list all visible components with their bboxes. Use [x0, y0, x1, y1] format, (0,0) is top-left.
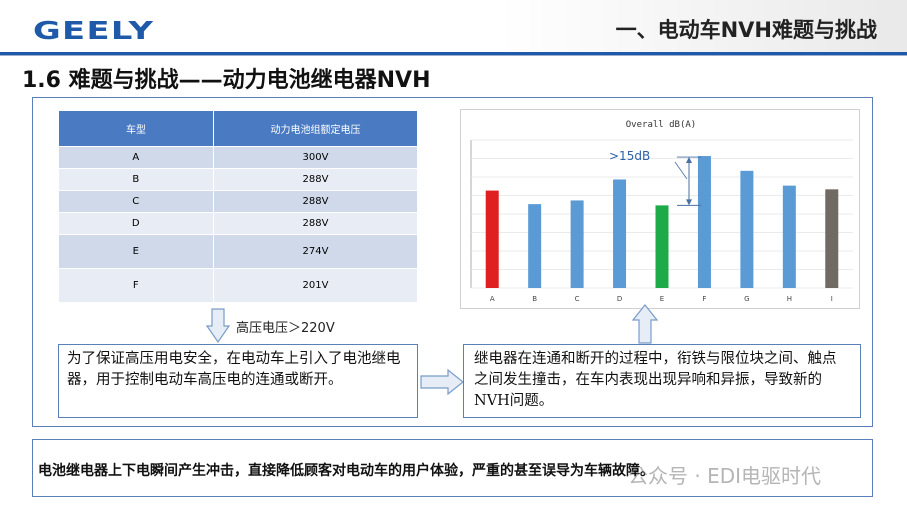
table-cell-model: A: [58, 146, 214, 169]
table-header-voltage: 动力电池组额定电压: [213, 110, 418, 147]
chart-canvas: Overall dB(A) A B C D E F G H I >15dB: [470, 120, 853, 303]
annotation-arrowhead-up: [686, 157, 692, 164]
chart-x-tick-label: E: [660, 295, 664, 303]
chart-bar-f: [697, 156, 711, 288]
header-divider: [0, 52, 907, 55]
table-cell-model: C: [58, 190, 214, 213]
chart-bar-g: [740, 170, 754, 288]
high-voltage-label: 高压电压＞220V: [236, 321, 335, 336]
chart-bar-a: [485, 190, 499, 288]
table-row: A 300V: [58, 146, 418, 169]
watermark: 公众号 · EDI电驱时代: [628, 464, 822, 488]
conclusion-box: [32, 439, 873, 497]
chart-bars: [485, 156, 839, 288]
chart-x-tick-label: C: [575, 295, 580, 303]
table-cell-model: F: [58, 268, 214, 303]
relay-purpose-box: 为了保证高压用电安全，在电动车上引入了电池继电器，用于控制电动车高压电的连通或断…: [58, 344, 418, 418]
table-header-row: 车型 动力电池组额定电压: [58, 110, 418, 147]
table-cell-voltage: 288V: [213, 190, 418, 213]
table-cell-voltage: 288V: [213, 168, 418, 191]
chart-x-tick-label: G: [744, 295, 749, 303]
table-cell-voltage: 201V: [213, 268, 418, 303]
arrow-up-icon: [632, 304, 658, 344]
table-cell-model: D: [58, 212, 214, 235]
table-row: E 274V: [58, 234, 418, 269]
header-title: 一、电动车NVH难题与挑战: [615, 18, 877, 42]
annotation-arrowhead-down: [686, 199, 692, 206]
chart-bar-c: [570, 200, 584, 288]
chart-bar-d: [613, 179, 627, 288]
table-cell-voltage: 300V: [213, 146, 418, 169]
table-cell-voltage: 274V: [213, 234, 418, 269]
table-cell-model: E: [58, 234, 214, 269]
table-header-model: 车型: [58, 110, 214, 147]
table-row: F 201V: [58, 268, 418, 303]
chart-bar-h: [782, 185, 796, 288]
chart-x-tick-label: B: [532, 295, 537, 303]
noise-bar-chart: Overall dB(A) A B C D E F G H I >15dB: [460, 109, 860, 309]
table-row: B 288V: [58, 168, 418, 191]
chart-x-tick-label: D: [617, 295, 622, 303]
chart-bar-b: [528, 204, 542, 288]
chart-bar-e: [655, 205, 669, 288]
chart-annotation-group: >15dB: [609, 149, 701, 206]
header-band: [0, 0, 907, 52]
chart-x-tick-label: I: [831, 295, 833, 303]
annotation-leader-line: [674, 161, 688, 180]
chart-x-tick-label: H: [787, 295, 792, 303]
geely-logo: GEELY: [33, 16, 155, 45]
content-frame: [32, 97, 873, 427]
chart-x-labels: A B C D E F G H I: [490, 295, 833, 303]
conclusion-text: 电池继电器上下电瞬间产生冲击，直接降低顾客对电动车的用户体验，严重的甚至误导为车…: [38, 463, 654, 479]
table-row: D 288V: [58, 212, 418, 235]
section-title: 1.6 难题与挑战——动力电池继电器NVH: [22, 68, 431, 93]
chart-x-tick-label: A: [490, 295, 495, 303]
arrow-down-icon: [206, 308, 230, 344]
chart-bar-i: [825, 189, 839, 288]
chart-title: Overall dB(A): [626, 120, 696, 130]
relay-impact-box: 继电器在连通和断开的过程中，衔铁与限位块之间、触点之间发生撞击，在车内表现出现异…: [463, 344, 861, 418]
voltage-table: 车型 动力电池组额定电压 A 300V B 288V C 288V D 288V…: [58, 110, 418, 303]
chart-x-tick-label: F: [702, 295, 706, 303]
annotation-label: >15dB: [609, 149, 650, 163]
table-cell-model: B: [58, 168, 214, 191]
header-divider-thin: [0, 55, 907, 56]
relay-purpose-text: 为了保证高压用电安全，在电动车上引入了电池继电器，用于控制电动车高压电的连通或断…: [67, 351, 401, 388]
relay-impact-text: 继电器在连通和断开的过程中，衔铁与限位块之间、触点之间发生撞击，在车内表现出现异…: [474, 351, 837, 409]
arrow-right-icon: [420, 369, 464, 395]
table-cell-voltage: 288V: [213, 212, 418, 235]
table-row: C 288V: [58, 190, 418, 213]
